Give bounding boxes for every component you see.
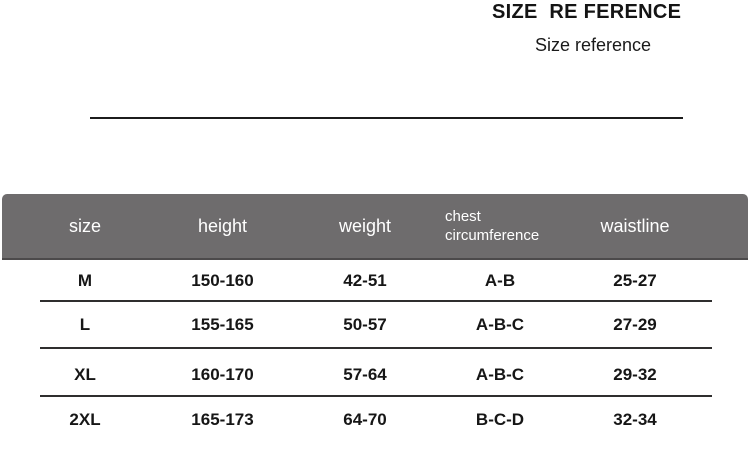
table-row-xl: XL 160-170 57-64 A-B-C 29-32 xyxy=(40,349,712,397)
table-row-m: M 150-160 42-51 A-B 25-27 xyxy=(40,262,712,302)
cell-weight: 50-57 xyxy=(343,314,387,334)
cell-height: 160-170 xyxy=(191,365,254,384)
table-header-row: size height weight chest circumference w… xyxy=(2,194,748,260)
column-header-waistline: waistline xyxy=(600,215,670,236)
cell-waistline: 25-27 xyxy=(613,271,657,290)
cell-chest: B-C-D xyxy=(475,410,525,429)
cell-height: 165-173 xyxy=(191,410,254,429)
cell-waistline: 27-29 xyxy=(613,314,657,334)
cell-chest: A-B-C xyxy=(475,365,525,384)
page-subtitle: Size reference xyxy=(535,35,652,55)
cell-weight: 57-64 xyxy=(343,365,387,384)
cell-size: 2XL xyxy=(69,410,101,429)
column-header-weight: weight xyxy=(338,215,392,236)
cell-size: M xyxy=(77,271,93,290)
cell-size: L xyxy=(79,314,91,334)
cell-size: XL xyxy=(74,365,96,384)
cell-weight: 42-51 xyxy=(343,271,387,290)
cell-chest: A-B-C xyxy=(475,314,525,334)
title-divider xyxy=(90,117,683,119)
column-header-height: height xyxy=(197,215,248,236)
page-title: SIZE RE FERENCE xyxy=(492,1,682,23)
cell-height: 155-165 xyxy=(191,314,254,334)
cell-weight: 64-70 xyxy=(343,410,387,429)
column-header-chest-circumference: chest circumference xyxy=(445,207,540,245)
table-row-l: L 155-165 50-57 A-B-C 27-29 xyxy=(40,302,712,349)
cell-waistline: 29-32 xyxy=(613,365,657,384)
table-row-2xl: 2XL 165-173 64-70 B-C-D 32-34 xyxy=(40,397,712,443)
cell-waistline: 32-34 xyxy=(613,410,657,429)
cell-height: 150-160 xyxy=(191,271,254,290)
column-header-size: size xyxy=(68,215,101,236)
table-body: M 150-160 42-51 A-B 25-27 L 155-165 50-5… xyxy=(40,262,712,443)
cell-chest: A-B xyxy=(484,271,516,290)
